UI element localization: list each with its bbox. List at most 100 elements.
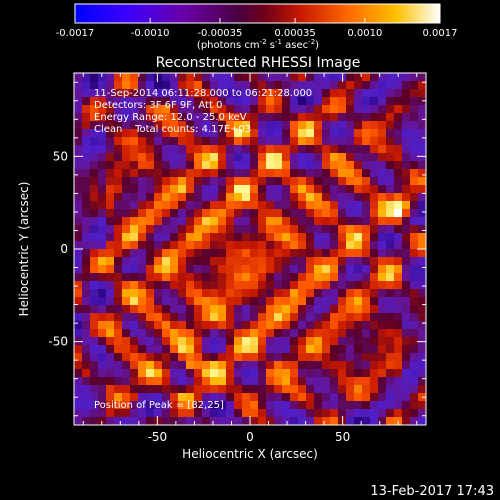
image-pixel [82,241,91,250]
image-pixel [330,297,339,306]
image-pixel [74,377,83,386]
image-pixel [346,321,355,330]
image-pixel [378,105,387,114]
image-pixel [378,313,387,322]
image-pixel [274,153,283,162]
image-pixel [218,225,227,234]
image-pixel [410,225,419,234]
image-pixel [394,265,403,274]
image-pixel [162,337,171,346]
image-pixel [306,145,315,154]
image-pixel [346,265,355,274]
image-pixel [178,417,187,426]
image-pixel [370,257,379,266]
image-pixel [282,113,291,122]
image-pixel [330,233,339,242]
image-pixel [378,417,387,426]
image-pixel [410,105,419,114]
image-pixel [90,81,99,90]
image-pixel [170,265,179,274]
image-pixel [330,321,339,330]
image-pixel [378,129,387,138]
image-pixel [90,225,99,234]
image-pixel [346,89,355,98]
image-pixel [274,105,283,114]
image-pixel [346,417,355,426]
image-pixel [170,257,179,266]
image-pixel [242,137,251,146]
image-pixel [106,281,115,290]
image-pixel [330,73,339,82]
image-pixel [218,281,227,290]
image-pixel [178,249,187,258]
image-pixel [74,153,83,162]
image-pixel [170,169,179,178]
image-pixel [362,361,371,370]
image-pixel [378,265,387,274]
image-pixel [258,201,267,210]
image-pixel [98,393,107,402]
image-pixel [122,185,131,194]
image-pixel [338,121,347,130]
image-pixel [266,353,275,362]
image-pixel [394,257,403,266]
image-pixel [290,241,299,250]
image-pixel [290,97,299,106]
image-pixel [298,209,307,218]
image-pixel [82,105,91,114]
image-pixel [370,369,379,378]
image-pixel [306,177,315,186]
image-pixel [178,361,187,370]
image-pixel [154,97,163,106]
image-pixel [234,321,243,330]
image-pixel [210,249,219,258]
image-pixel [242,209,251,218]
image-pixel [274,281,283,290]
image-pixel [122,417,131,426]
image-pixel [162,113,171,122]
image-pixel [106,217,115,226]
image-pixel [130,113,139,122]
image-pixel [242,161,251,170]
image-pixel [306,129,315,138]
image-pixel [394,73,403,82]
image-pixel [402,97,411,106]
image-pixel [338,409,347,418]
image-pixel [234,305,243,314]
image-pixel [394,137,403,146]
image-pixel [242,313,251,322]
colorbar-ticks: -0.0017 -0.0010 -0.00035 0.00035 0.0010 0.001… [56,18,458,39]
image-pixel [178,97,187,106]
image-pixel [90,129,99,138]
image-pixel [298,241,307,250]
image-pixel [250,233,259,242]
image-pixel [330,225,339,234]
image-pixel [266,145,275,154]
image-pixel [370,265,379,274]
image-pixel [362,241,371,250]
image-pixel [114,233,123,242]
image-pixel [338,137,347,146]
image-pixel [322,121,331,130]
image-pixel [418,233,427,242]
image-pixel [234,257,243,266]
image-pixel [250,225,259,234]
image-pixel [186,201,195,210]
image-pixel [138,201,147,210]
image-pixel [306,297,315,306]
image-pixel [282,369,291,378]
image-pixel [226,273,235,282]
image-pixel [258,153,267,162]
image-pixel [194,201,203,210]
image-pixel [170,105,179,114]
image-pixel [394,185,403,194]
image-pixel [402,153,411,162]
image-pixel [210,401,219,410]
image-pixel [362,297,371,306]
image-pixel [226,209,235,218]
image-pixel [210,121,219,130]
image-pixel [282,121,291,130]
image-pixel [202,313,211,322]
image-pixel [202,201,211,210]
image-pixel [122,369,131,378]
